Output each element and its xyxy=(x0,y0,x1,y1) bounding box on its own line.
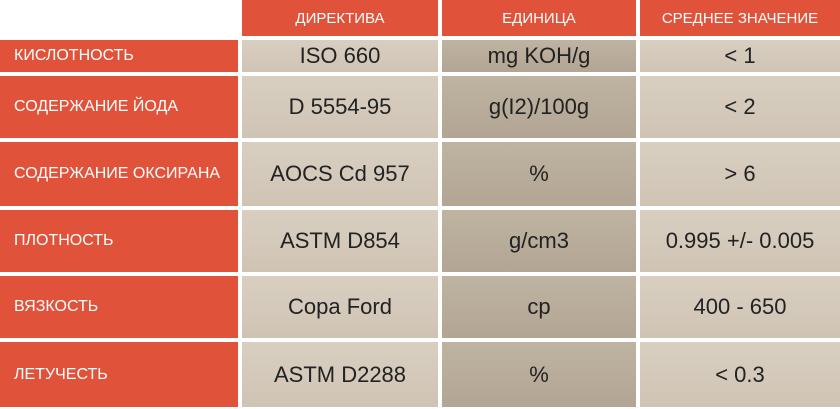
column-header: ДИРЕКТИВА xyxy=(242,0,438,36)
directive-cell: ASTM D854 xyxy=(242,210,438,272)
column-header: СРЕДНЕЕ ЗНАЧЕНИЕ xyxy=(640,0,840,36)
value-cell: 0.995 +/- 0.005 xyxy=(640,210,840,272)
unit-cell: g(I2)/100g xyxy=(442,76,636,138)
value-cell: > 6 xyxy=(640,142,840,206)
row-label: СОДЕРЖАНИЕ ОКСИРАНА xyxy=(0,142,238,206)
column-header: ЕДИНИЦА xyxy=(442,0,636,36)
row-label: ЛЕТУЧЕСТЬ xyxy=(0,342,238,407)
row-label: ПЛОТНОСТЬ xyxy=(0,210,238,272)
directive-cell: ISO 660 xyxy=(242,40,438,72)
unit-cell: mg KOH/g xyxy=(442,40,636,72)
unit-cell: % xyxy=(442,342,636,407)
directive-cell: Copa Ford xyxy=(242,276,438,338)
unit-cell: cp xyxy=(442,276,636,338)
unit-cell: g/cm3 xyxy=(442,210,636,272)
value-cell: < 0.3 xyxy=(640,342,840,407)
value-cell: < 1 xyxy=(640,40,840,72)
value-cell: 400 - 650 xyxy=(640,276,840,338)
corner xyxy=(0,0,238,36)
row-label: ВЯЗКОСТЬ xyxy=(0,276,238,338)
row-label: КИСЛОТНОСТЬ xyxy=(0,40,238,72)
value-cell: < 2 xyxy=(640,76,840,138)
directive-cell: D 5554-95 xyxy=(242,76,438,138)
directive-cell: ASTM D2288 xyxy=(242,342,438,407)
directive-cell: AOCS Cd 957 xyxy=(242,142,438,206)
unit-cell: % xyxy=(442,142,636,206)
row-label: СОДЕРЖАНИЕ ЙОДА xyxy=(0,76,238,138)
